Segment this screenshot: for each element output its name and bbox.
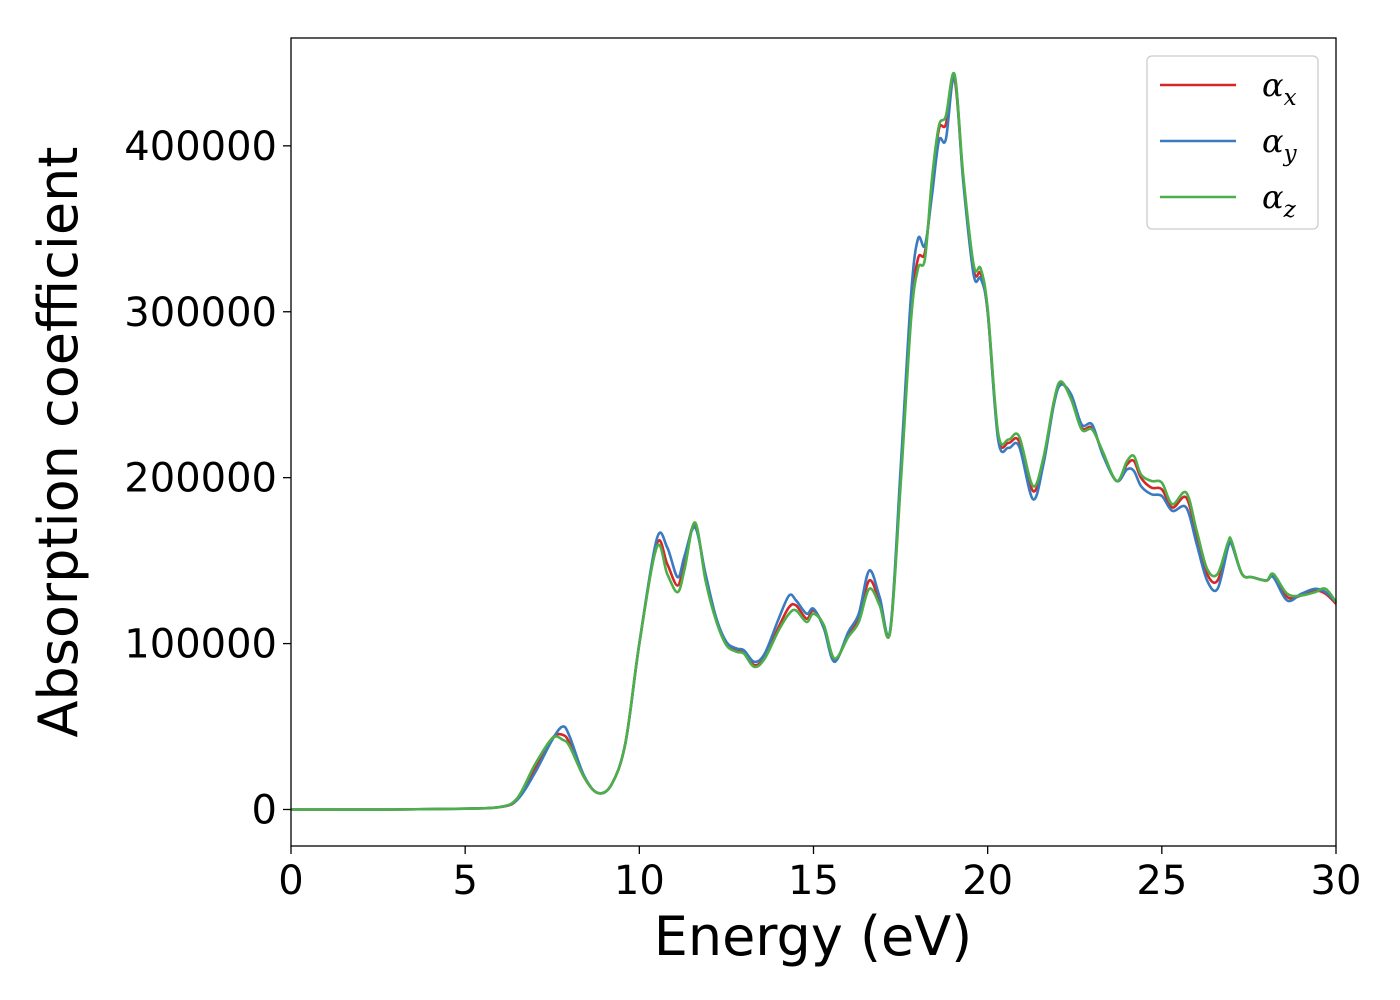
y-axis: 0 100000 200000 300000 400000 xyxy=(124,124,291,833)
y-tick-label: 100000 xyxy=(124,622,277,668)
x-axis-title: Energy (eV) xyxy=(654,905,973,968)
y-tick-label: 400000 xyxy=(124,124,277,170)
x-tick-label: 30 xyxy=(1311,858,1362,904)
legend-label-alpha-z: αz xyxy=(1262,178,1297,223)
x-tick-label: 15 xyxy=(788,858,839,904)
y-tick-label: 0 xyxy=(252,787,277,833)
x-tick-label: 5 xyxy=(452,858,477,904)
legend-label-alpha-x: αx xyxy=(1262,66,1297,111)
y-axis-title: Absorption coefficient xyxy=(27,147,90,738)
x-axis: 0 5 10 15 20 25 30 xyxy=(278,846,1361,904)
x-tick-label: 20 xyxy=(962,858,1013,904)
y-tick-label: 200000 xyxy=(124,456,277,502)
legend: αx αy αz xyxy=(1146,55,1319,230)
x-tick-label: 10 xyxy=(614,858,665,904)
series-layer xyxy=(290,71,1338,811)
legend-label-alpha-y: αy xyxy=(1262,122,1298,167)
x-tick-label: 25 xyxy=(1136,858,1187,904)
legend-box xyxy=(1146,55,1319,230)
series-line-alpha-z xyxy=(290,71,1338,811)
y-tick-label: 300000 xyxy=(124,290,277,336)
x-tick-label: 0 xyxy=(278,858,303,904)
